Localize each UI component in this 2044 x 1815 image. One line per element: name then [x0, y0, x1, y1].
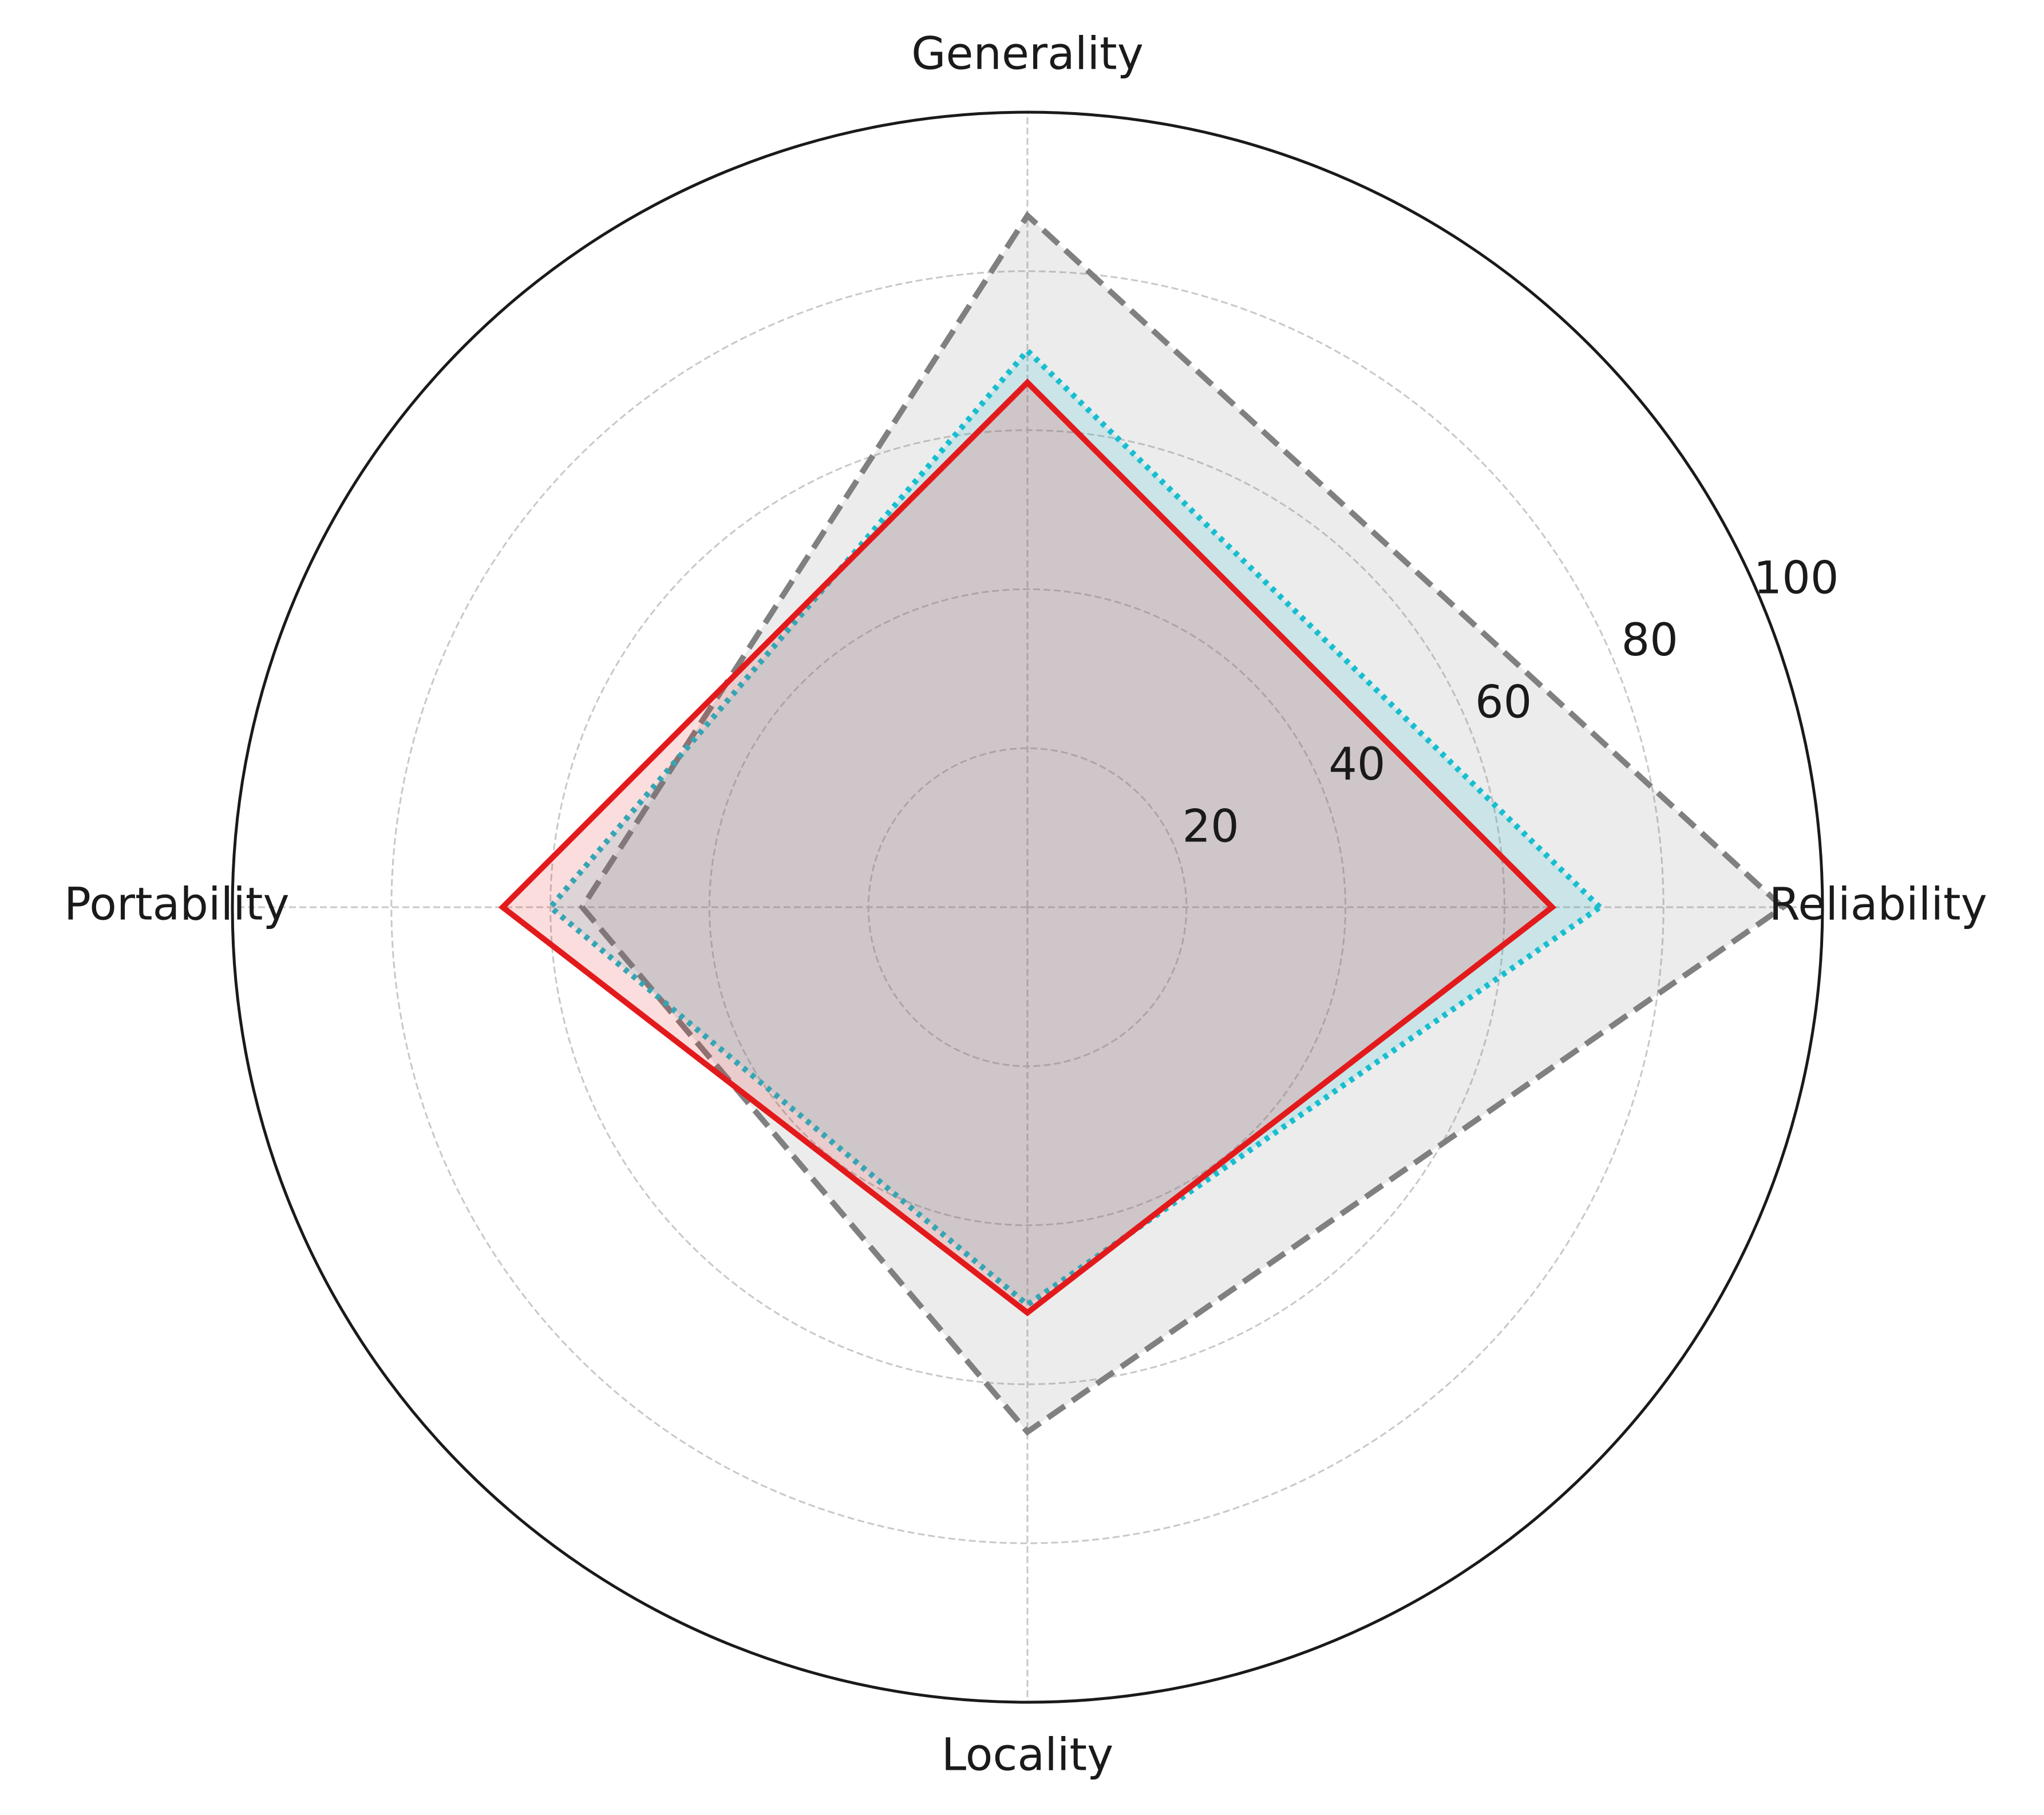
grid-circle	[708, 588, 1347, 1227]
category-label: Reliability	[1769, 879, 1987, 930]
category-label: Generality	[911, 28, 1144, 80]
r-tick-label: 20	[1183, 801, 1239, 853]
series-area	[503, 382, 1552, 1313]
r-tick-label: 100	[1754, 552, 1839, 604]
category-label: Portability	[64, 879, 290, 930]
category-label: Locality	[942, 1730, 1114, 1781]
r-tick-label: 40	[1329, 739, 1385, 790]
series-area	[550, 350, 1600, 1305]
grid-circle	[390, 270, 1665, 1544]
outer-ring	[231, 110, 1824, 1704]
r-tick-label: 60	[1475, 677, 1532, 728]
series-line	[498, 378, 1557, 1316]
series-line	[578, 211, 1788, 1436]
r-tick-label: 80	[1622, 615, 1678, 666]
